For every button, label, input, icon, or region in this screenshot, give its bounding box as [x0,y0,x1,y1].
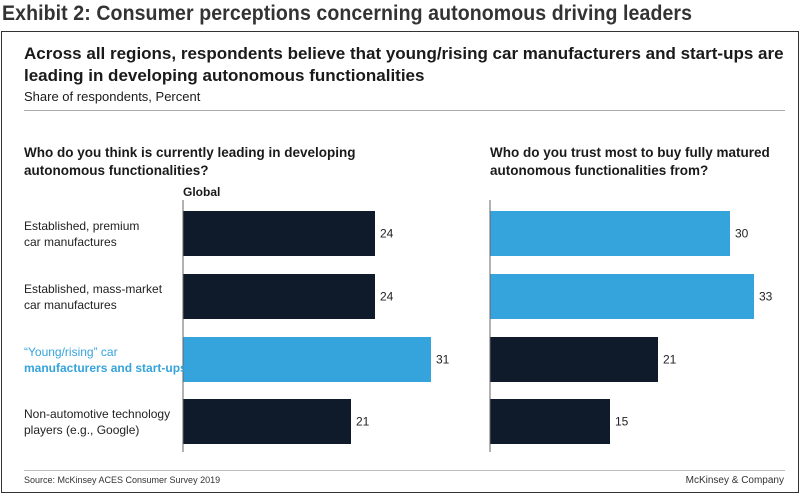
chart-frame [1,31,799,493]
category-label: Established, mass-market [24,282,163,296]
category-label: car manufactures [24,235,117,249]
left-chart-title: Who do you think is currently leading in… [24,145,356,178]
bar [183,399,351,444]
bar [183,337,431,382]
source-note: Source: McKinsey ACES Consumer Survey 20… [24,475,221,485]
footer-divider [24,470,785,471]
exhibit-title: Exhibit 2: Consumer perceptions concerni… [2,2,693,25]
bar [490,211,730,256]
data-label: 24 [380,227,394,241]
series-label: Global [183,185,221,199]
bar [490,399,610,444]
category-label: Non-automotive technology [24,407,170,421]
data-label: 33 [759,290,773,304]
data-label: 30 [735,227,749,241]
data-label: 21 [356,415,370,429]
bar [490,337,658,382]
bar [183,211,375,256]
category-label: manufacturers and start-ups [24,361,187,375]
headline: Across all regions, respondents believe … [24,44,784,85]
bar [490,274,754,319]
category-label: “Young/rising” car [24,345,118,359]
data-label: 31 [436,353,450,367]
subtitle: Share of respondents, Percent [24,89,201,104]
category-label: players (e.g., Google) [24,423,139,437]
data-label: 24 [380,290,394,304]
right-chart-title: Who do you trust most to buy fully matur… [490,145,770,178]
bar [183,274,375,319]
category-label: car manufactures [24,298,117,312]
data-label: 15 [615,415,629,429]
brand: McKinsey & Company [685,475,784,486]
data-label: 21 [663,353,677,367]
category-label: Established, premium [24,219,139,233]
divider [24,110,785,111]
